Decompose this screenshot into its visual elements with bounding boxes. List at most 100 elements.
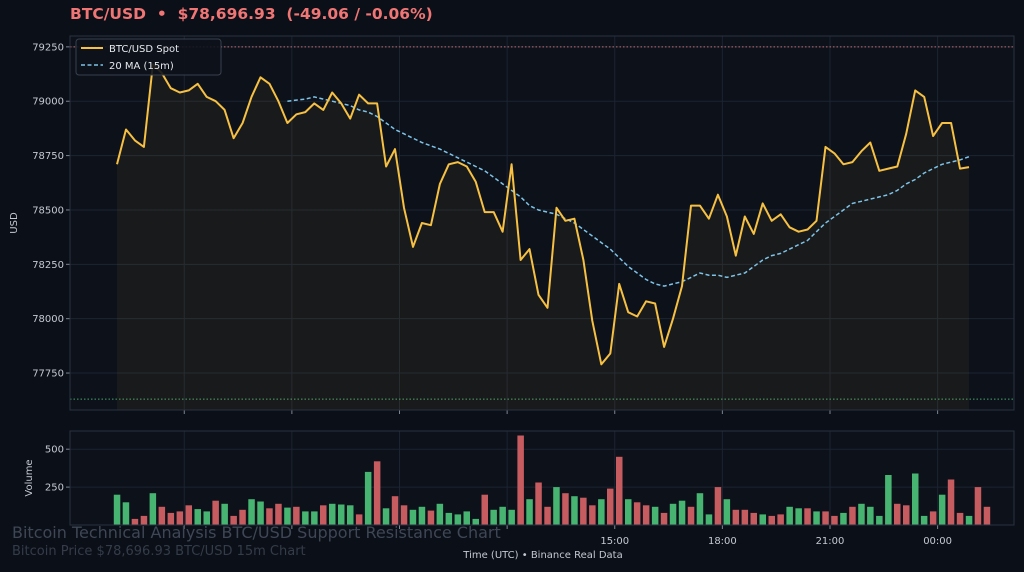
price-point [457,161,459,163]
price-y-tick-label: 78000 [32,314,64,325]
price-point [753,233,755,235]
price-point [412,246,414,248]
volume-bar [302,511,309,525]
price-point [358,94,360,96]
price-point [421,222,423,224]
price-point [519,259,521,261]
volume-bar [382,508,390,525]
volume-bar [212,500,219,525]
price-point [762,202,764,204]
price-point [555,207,557,209]
price-point [833,152,835,154]
volume-bar [239,509,246,525]
volume-bar [858,503,865,525]
price-point [501,230,503,232]
price-point [250,96,252,98]
price-point [394,148,396,150]
price-y-tick-label: 79250 [32,42,64,53]
volume-bar [275,503,282,525]
x-tick-label: 21:00 [816,536,845,547]
price-point [170,87,172,89]
price-point [232,137,234,139]
volume-bar [714,487,722,525]
price-point [860,150,862,152]
price-point [914,89,916,91]
volume-bar [535,482,542,525]
price-point [349,117,351,119]
volume-y-axis: 250 500 [45,445,70,494]
price-point [259,76,261,78]
price-point [950,122,952,124]
volume-bar [598,499,605,525]
price-point [466,165,468,167]
price-point [223,109,225,111]
volume-bar [642,505,650,525]
price-point [654,302,656,304]
volume-bar [732,509,740,525]
price-point [779,213,781,215]
price-point [340,102,342,104]
price-x-axis [183,410,939,414]
volume-bar [974,487,982,525]
price-point [179,91,181,93]
volume-bar [131,518,139,525]
volume-grid [70,431,1014,525]
volume-bar [499,506,506,525]
legend-box [75,38,222,76]
price-point [564,220,566,222]
volume-bar [230,515,237,525]
volume-bar [607,488,614,525]
volume-bar [876,515,883,525]
volume-bar [311,511,318,525]
volume-bar [759,514,766,525]
price-point [537,294,539,296]
volume-bar [203,511,210,525]
price-point [484,211,486,213]
price-point [806,228,808,230]
volume-bar [562,493,569,525]
price-header: BTC/USD • $78,696.93 (-49.06 / -0.06%) [70,5,433,23]
volume-bar [633,502,641,525]
price-point [699,204,701,206]
volume-bar [320,505,327,525]
price-y-axis: 77750 78000 78250 78500 78750 79000 79250 [32,42,70,380]
volume-bar [571,496,578,525]
volume-bar [885,475,892,525]
price-point [896,165,898,167]
price-point [439,183,441,185]
volume-bar [266,508,273,525]
price-point [869,141,871,143]
price-point [376,102,378,104]
footer-title: Bitcoin Technical Analysis BTC/USD Suppo… [12,523,501,542]
volume-bar [929,511,937,525]
volume-bar [140,515,148,525]
price-area-fill [117,64,969,411]
x-tick-label: 15:00 [600,536,629,547]
volume-bar [750,512,757,525]
price-change: (-49.06 / -0.06%) [286,5,433,23]
price-point [968,166,970,168]
price-point [241,122,243,124]
volume-bar [616,456,623,525]
volume-bar [804,508,811,525]
price-point [197,83,199,85]
volume-bar [427,510,435,525]
price-point [600,363,602,365]
price-point [277,100,279,102]
volume-bar [329,503,336,525]
price-point [663,346,665,348]
volume-bar [867,506,874,525]
volume-bar [894,503,901,525]
volume-bar [158,506,166,525]
volume-y-tick-label: 250 [45,483,64,494]
price-point [959,167,961,169]
price-point [770,220,772,222]
volume-bar [840,512,847,525]
price-point [815,220,817,222]
price-y-axis-label: USD [9,212,20,234]
price-point [708,217,710,219]
volume-bar [221,503,228,525]
price-y-tick-label: 79000 [32,97,64,108]
volume-bar [768,515,775,525]
volume-bar [983,506,991,525]
